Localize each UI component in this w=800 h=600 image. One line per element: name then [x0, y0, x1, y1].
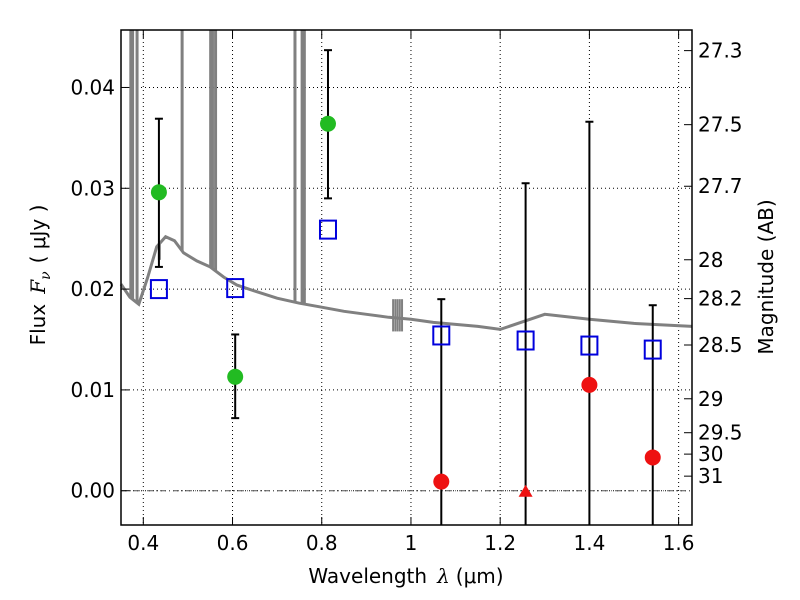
model-point — [318, 219, 337, 240]
model-point — [516, 330, 535, 351]
model-point — [432, 325, 451, 346]
model-point — [149, 279, 168, 300]
detection-point — [319, 115, 336, 132]
x-tick-label: 1 — [405, 531, 418, 555]
upper-limit-point — [644, 449, 661, 466]
x-tick-label: 0.4 — [127, 531, 159, 555]
x-tick-label: 1.6 — [663, 531, 695, 555]
y-tick-label: 0.04 — [70, 75, 115, 99]
upper-limit-point — [581, 376, 598, 393]
detection-point — [227, 368, 244, 385]
model-point — [226, 278, 245, 299]
y-tick-label: 0.00 — [70, 479, 115, 503]
axes-frame — [120, 29, 693, 526]
mag-tick-label: 28.5 — [698, 333, 743, 357]
x-axis-label: Wavelength λ (μm) — [308, 564, 503, 588]
mag-tick-label: 28 — [698, 248, 723, 272]
mag-tick-label: 30 — [698, 442, 723, 466]
negative-flux-point — [518, 484, 533, 497]
y-tick-label: 0.02 — [70, 277, 115, 301]
mag-tick-label: 31 — [698, 464, 723, 488]
y-tick-label: 0.01 — [70, 378, 115, 402]
axes: 0.4 0.6 0.8 1 1.2 1.4 1.6 0.00 0.01 0.02 0.03 0.04 2… — [70, 29, 743, 555]
x-tick-label: 0.6 — [217, 531, 249, 555]
mag-tick-label: 27.7 — [698, 174, 743, 198]
x-tick-label: 0.8 — [306, 531, 338, 555]
plot-area — [119, 30, 693, 525]
mag-tick-label: 29.5 — [698, 421, 743, 445]
mag-tick-label: 27.3 — [698, 39, 743, 63]
mag-tick-label: 29 — [698, 387, 723, 411]
y-tick-label: 0.03 — [70, 176, 115, 200]
y-axis-label: FluxFν( μJy ) — [26, 205, 54, 346]
detection-point — [150, 184, 167, 201]
mag-tick-label: 28.2 — [698, 287, 743, 311]
mag-tick-label: 27.5 — [698, 113, 743, 137]
upper-limit-point — [433, 473, 450, 490]
model-point — [580, 335, 599, 356]
y2-axis-label: Magnitude (AB) — [754, 199, 778, 354]
x-tick-label: 1.4 — [573, 531, 605, 555]
x-tick-label: 1.2 — [484, 531, 516, 555]
sed-curve — [119, 234, 693, 331]
model-point — [643, 339, 662, 360]
